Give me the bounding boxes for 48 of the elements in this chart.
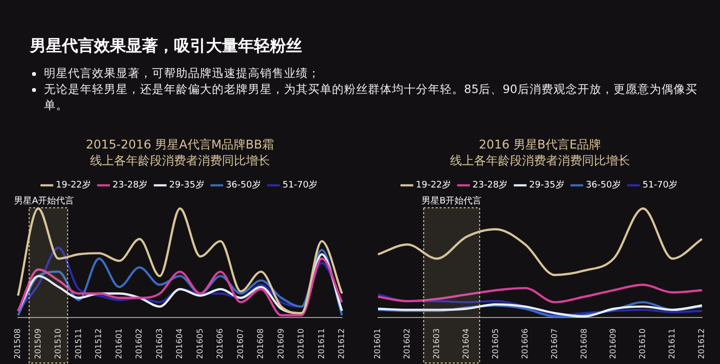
legend-label: 19-22岁	[56, 180, 92, 191]
x-tick-label: 201609	[608, 328, 618, 360]
x-tick-label: 201604	[461, 328, 470, 360]
legend-label: 29-35岁	[529, 180, 564, 191]
chart-subtitle: 线上各年龄段消费者消费同比增长	[450, 154, 630, 168]
x-tick-label: 201606	[216, 328, 225, 360]
x-tick-label: 201608	[256, 328, 266, 360]
x-tick-label: 201610	[638, 328, 648, 360]
x-tick-label: 201510	[54, 328, 63, 360]
x-tick-label: 201604	[175, 328, 184, 360]
chart-title: 2016 男星B代言E品牌	[478, 137, 602, 152]
x-tick-label: 201601	[373, 328, 382, 360]
legend-label: 29-35岁	[169, 180, 204, 191]
x-tick-label: 201509	[33, 328, 42, 360]
x-tick-label: 201603	[432, 328, 441, 360]
x-tick-label: 201610	[296, 328, 306, 360]
x-tick-label: 201511	[74, 328, 83, 360]
legend-label: 51-70岁	[642, 180, 678, 191]
x-tick-label: 201602	[402, 328, 412, 360]
x-tick-label: 201605	[195, 328, 204, 360]
x-tick-label: 201606	[520, 328, 530, 360]
text: 明星代言效果显著，可帮助品牌迅速提高销售业绩；	[44, 65, 321, 81]
x-tick-label: 201609	[276, 328, 286, 360]
chart-title: 2015-2016 男星A代言M品牌BB霜	[86, 137, 274, 152]
x-tick-label: 201508	[13, 328, 22, 360]
text: 男星代言效果显著，吸引大量年轻粉丝	[30, 36, 303, 57]
legend-label: 36-50岁	[226, 180, 261, 191]
chart-subtitle: 线上各年龄段消费者消费同比增长	[90, 154, 270, 168]
legend-label: 23-28岁	[112, 180, 148, 191]
x-tick-label: 201607	[236, 328, 245, 360]
text: 无论是年轻男星，还是年龄偏大的老牌男星，为其买单的粉丝群体均十分年轻。85后、90后消费观念开放，更愿意为偶像买单。	[44, 81, 698, 113]
legend-label: 19-22岁	[416, 180, 452, 191]
x-tick-label: 201601	[114, 328, 124, 360]
x-tick-label: 201611	[668, 328, 677, 360]
band-label: 男星B开始代言	[422, 196, 482, 207]
x-tick-label: 201612	[697, 328, 706, 360]
legend-label: 36-50岁	[586, 180, 621, 191]
x-tick-label: 201612	[337, 328, 346, 360]
x-tick-label: 201608	[579, 328, 588, 360]
x-tick-label: 201512	[94, 328, 104, 360]
legend-label: 23-28岁	[472, 180, 508, 191]
x-tick-label: 201607	[550, 328, 559, 360]
x-tick-label: 201602	[134, 328, 144, 360]
band-label: 男星A开始代言	[14, 196, 74, 207]
x-tick-label: 201605	[490, 328, 500, 360]
x-tick-label: 201603	[154, 328, 164, 360]
legend-label: 51-70岁	[282, 180, 318, 191]
x-tick-label: 201611	[316, 328, 326, 360]
